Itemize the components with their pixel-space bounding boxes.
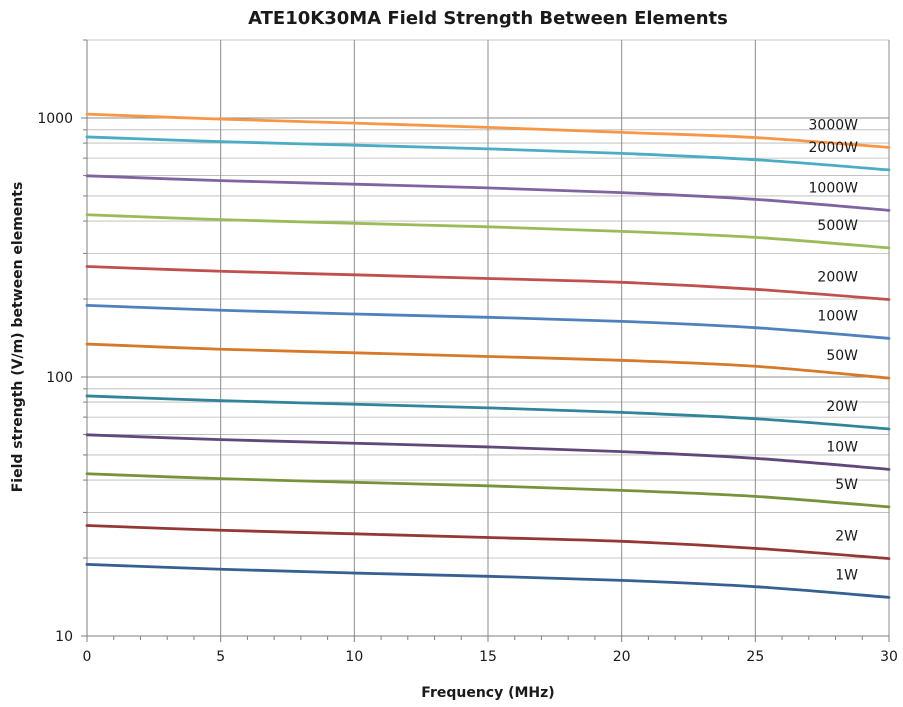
series-label-500w: 500W xyxy=(817,218,858,234)
series-line-500w xyxy=(85,213,891,250)
series-line-2w xyxy=(85,524,891,560)
y-axis-title: Field strength (V/m) between elements xyxy=(10,182,26,493)
series-label-2000w: 2000W xyxy=(809,140,859,156)
y-tick-label: 100 xyxy=(46,370,73,386)
series-line-3000w xyxy=(85,112,891,149)
series-line-5w xyxy=(85,472,891,509)
series-label-100w: 100W xyxy=(817,308,858,324)
series-label-5w: 5W xyxy=(835,477,858,493)
series-line-100w xyxy=(85,303,891,340)
chart-title: ATE10K30MA Field Strength Between Elemen… xyxy=(248,8,728,29)
x-axis-title: Frequency (MHz) xyxy=(421,685,554,701)
series-label-3000w: 3000W xyxy=(809,117,859,133)
x-tick-label: 10 xyxy=(345,649,363,665)
plot-grid xyxy=(86,39,890,637)
series-line-1000w xyxy=(85,174,891,212)
series-label-20w: 20W xyxy=(826,399,858,415)
series-labels: 3000W 2000W 1000W 500W 200W 100W 50W 20W 10W 5W 2W… xyxy=(809,117,859,583)
series-label-1w: 1W xyxy=(835,567,858,583)
series-line-20w xyxy=(85,394,891,431)
series-line-2000w xyxy=(85,135,891,172)
x-tick-label: 0 xyxy=(83,649,92,665)
x-tick-label: 15 xyxy=(479,649,497,665)
x-tick-label: 30 xyxy=(880,649,898,665)
x-tick-label: 20 xyxy=(613,649,631,665)
y-tick-label: 10 xyxy=(55,629,73,645)
plot-axes: 0 5 10 15 20 25 30 10 100 1000 xyxy=(37,39,898,665)
series-label-10w: 10W xyxy=(826,439,858,455)
y-tick-label: 1000 xyxy=(37,111,73,127)
series-line-10w xyxy=(85,433,891,471)
series-label-200w: 200W xyxy=(817,270,858,286)
x-tick-label: 25 xyxy=(746,649,764,665)
series-line-1w xyxy=(85,562,891,599)
series-line-50w xyxy=(85,342,891,380)
series-line-200w xyxy=(85,265,891,301)
series-label-50w: 50W xyxy=(826,348,858,364)
x-tick-label: 5 xyxy=(216,649,225,665)
series-label-1000w: 1000W xyxy=(809,180,859,196)
series-lines xyxy=(85,112,891,599)
series-label-2w: 2W xyxy=(835,529,858,545)
